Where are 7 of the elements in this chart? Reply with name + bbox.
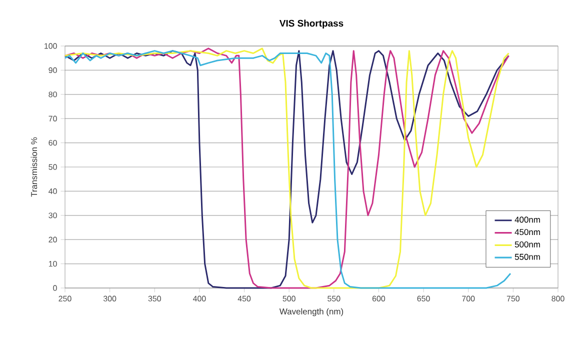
chart-title: VIS Shortpass — [279, 20, 344, 29]
legend-label: 500nm — [514, 241, 540, 248]
y-axis-title: Transmission % — [30, 137, 38, 197]
legend-label: 550nm — [514, 254, 540, 260]
x-axis-title: Wavelength (nm) — [279, 308, 344, 316]
legend-label: 400nm — [514, 216, 540, 223]
legend-label: 450nm — [514, 229, 540, 236]
